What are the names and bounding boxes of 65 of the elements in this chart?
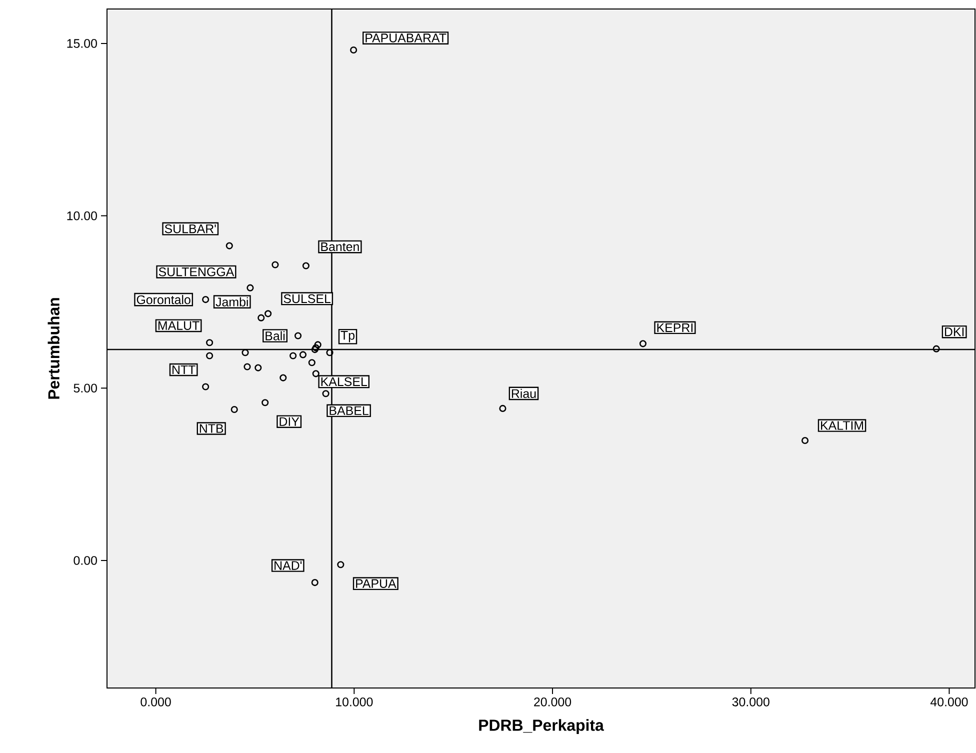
x-tick-label: 0.000 (140, 698, 171, 706)
point (311, 578, 318, 586)
annotation: KALSEL (321, 377, 367, 386)
point (322, 390, 330, 398)
y-tick-label: 0.00 (74, 556, 97, 565)
point (202, 383, 210, 390)
annotation: Tp (340, 331, 355, 342)
annotation: Bali (266, 331, 285, 340)
annotation: BABEL (330, 406, 368, 415)
x-tick-label: 20.000 (534, 698, 572, 706)
point (639, 340, 646, 348)
point (280, 374, 287, 382)
x-axis-title: PDRB_Perkapita (479, 719, 604, 734)
annotation: KEPRI (657, 323, 692, 332)
annotation: DIY (280, 417, 300, 426)
x-tick-label: 10.000 (336, 698, 373, 706)
point (242, 349, 249, 356)
point (299, 351, 307, 358)
point (302, 262, 310, 270)
point (801, 436, 809, 444)
x-tick-label: 40.000 (930, 698, 968, 706)
point (314, 341, 322, 348)
point (312, 344, 320, 352)
point (244, 363, 251, 370)
annotation: SULSEL (284, 294, 331, 304)
point (290, 352, 297, 360)
point (932, 345, 940, 352)
annotation: NTB (200, 424, 224, 433)
y-tick-label: 5.00 (74, 384, 97, 393)
annotation: SULBAR' (164, 224, 216, 234)
x-tick-label: 30.000 (732, 698, 770, 706)
point (202, 296, 210, 304)
annotation: KALTIM (821, 421, 864, 430)
annotation: Banten (321, 242, 359, 252)
point (246, 284, 254, 292)
point (350, 46, 358, 54)
point (272, 261, 279, 268)
annotation: MALUT (158, 321, 200, 330)
y-tick-label: 15.00 (67, 39, 97, 48)
point (308, 359, 316, 366)
point (312, 370, 320, 378)
point (264, 310, 272, 318)
y-axis-title: Pertumbuhan (48, 298, 60, 399)
annotation: Riau (512, 388, 536, 398)
point (294, 332, 302, 340)
annotation: PAPUA (356, 579, 396, 588)
annotation: NTT (172, 365, 196, 374)
point (258, 314, 265, 322)
point (499, 404, 506, 412)
point (206, 339, 214, 346)
point (226, 242, 233, 250)
point (326, 349, 334, 356)
annotation: PAPUABARAT (366, 34, 446, 42)
point (262, 399, 269, 406)
annotation: SULTENGGA (158, 267, 234, 276)
point (206, 352, 214, 360)
annotation: DKI (944, 328, 964, 336)
annotation: NAD' (274, 561, 302, 570)
annotation: Jambi (216, 297, 248, 306)
point (230, 406, 238, 414)
y-tick-label: 10.00 (67, 211, 97, 220)
point (254, 364, 262, 372)
annotation: Gorontalo (136, 294, 190, 304)
point (337, 561, 344, 568)
point (311, 346, 318, 354)
